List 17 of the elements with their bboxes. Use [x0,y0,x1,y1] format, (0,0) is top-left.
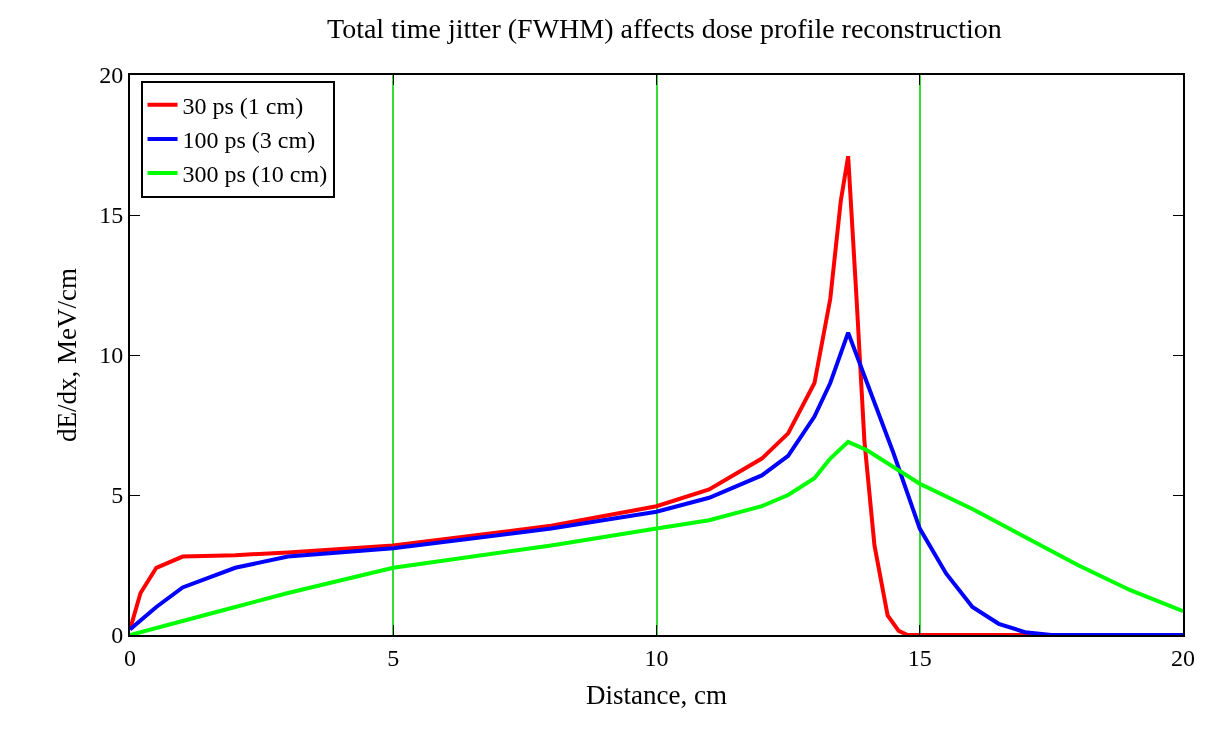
chart-title: Total time jitter (FWHM) affects dose profile reconstruction [327,12,1002,44]
x-tick-label: 15 [907,644,932,671]
line-series [130,330,1183,635]
y-tick-label: 15 [99,202,124,229]
y-tick-label: 0 [111,622,124,649]
x-tick-label: 5 [387,644,400,671]
y-tick-label: 20 [99,62,124,89]
x-axis-title: Distance, cm [586,679,727,710]
legend-label: 30 ps (1 cm) [182,93,304,120]
legend-label: 300 ps (10 cm) [182,161,328,188]
x-tick-label: 10 [644,644,669,671]
x-tick-label: 20 [1171,644,1195,671]
y-tick-label: 5 [111,482,124,509]
y-axis-title: dE/dx, MeV/cm [51,268,82,442]
legend-label: 100 ps (3 cm) [182,127,316,154]
line-series [130,439,1183,635]
y-tick-label: 10 [99,342,124,369]
